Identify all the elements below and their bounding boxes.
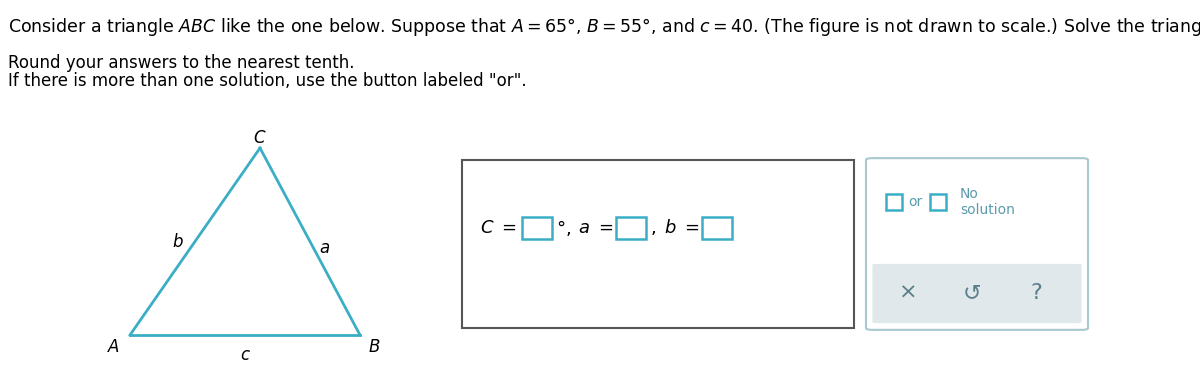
Text: $\mathit{b}$: $\mathit{b}$	[172, 233, 184, 251]
Text: $\mathit{A}$: $\mathit{A}$	[108, 338, 120, 356]
Text: $\mathit{a}\ =$: $\mathit{a}\ =$	[578, 219, 613, 237]
Text: $\mathit{C}\ =$: $\mathit{C}\ =$	[480, 219, 517, 237]
FancyBboxPatch shape	[462, 160, 854, 328]
FancyBboxPatch shape	[616, 217, 646, 239]
Text: ×: ×	[899, 283, 917, 303]
Text: $\mathit{b}\ =$: $\mathit{b}\ =$	[664, 219, 700, 237]
Text: $\mathit{C}$: $\mathit{C}$	[253, 129, 266, 147]
Text: $\mathit{c}$: $\mathit{c}$	[240, 346, 251, 364]
FancyBboxPatch shape	[702, 217, 732, 239]
Text: solution: solution	[960, 203, 1015, 217]
Text: If there is more than one solution, use the button labeled "or".: If there is more than one solution, use …	[8, 72, 527, 90]
Text: $\mathit{a}$: $\mathit{a}$	[319, 239, 330, 257]
FancyBboxPatch shape	[866, 158, 1088, 330]
FancyBboxPatch shape	[886, 194, 902, 210]
FancyBboxPatch shape	[872, 264, 1081, 323]
Text: $\mathit{B}$: $\mathit{B}$	[368, 338, 380, 356]
Text: ?: ?	[1030, 283, 1042, 303]
Text: $,$: $,$	[650, 219, 656, 237]
Text: ↺: ↺	[962, 283, 982, 303]
FancyBboxPatch shape	[522, 217, 552, 239]
Text: No: No	[960, 187, 979, 201]
Text: Consider a triangle $\mathit{ABC}$ like the one below. Suppose that $\mathit{A}=: Consider a triangle $\mathit{ABC}$ like …	[8, 16, 1200, 38]
Text: or: or	[908, 195, 923, 209]
Text: Round your answers to the nearest tenth.: Round your answers to the nearest tenth.	[8, 54, 354, 72]
FancyBboxPatch shape	[930, 194, 946, 210]
Text: $°,$: $°,$	[556, 218, 571, 238]
